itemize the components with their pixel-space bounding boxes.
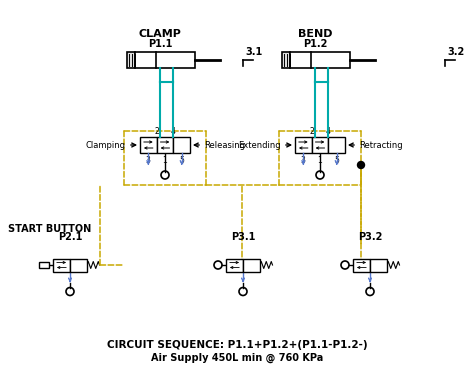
Bar: [157, 137, 173, 153]
Bar: [370, 259, 387, 271]
Text: Air Supply 450L min @ 760 KPa: Air Supply 450L min @ 760 KPa: [151, 353, 323, 363]
Text: CIRCUIT SEQUENCE: P1.1+P1.2+(P1.1-P1.2-): CIRCUIT SEQUENCE: P1.1+P1.2+(P1.1-P1.2-): [107, 340, 367, 350]
Bar: [127, 52, 135, 68]
Text: 1: 1: [318, 156, 322, 165]
Text: P1.2: P1.2: [303, 39, 327, 49]
Text: 2: 2: [155, 127, 159, 136]
Text: 1: 1: [163, 156, 167, 165]
Bar: [226, 259, 243, 271]
Text: 2: 2: [310, 127, 314, 136]
Text: 5: 5: [179, 156, 184, 165]
Text: 3.2: 3.2: [447, 47, 464, 57]
Text: Clamping: Clamping: [86, 141, 126, 150]
Text: Extending: Extending: [238, 141, 281, 150]
Bar: [39, 262, 49, 268]
Bar: [140, 137, 157, 153]
Text: 4: 4: [326, 127, 331, 136]
Text: P3.2: P3.2: [358, 233, 382, 242]
Bar: [282, 52, 290, 68]
Text: P1.1: P1.1: [148, 39, 172, 49]
Text: BEND: BEND: [298, 29, 332, 39]
Text: Releasing: Releasing: [204, 141, 245, 150]
Text: P2.1: P2.1: [58, 233, 82, 242]
Bar: [353, 259, 370, 271]
Bar: [328, 137, 345, 153]
Bar: [290, 52, 350, 68]
Bar: [295, 137, 312, 153]
Text: 3: 3: [301, 156, 306, 165]
Text: CLAMP: CLAMP: [138, 29, 182, 39]
Bar: [135, 52, 195, 68]
Text: Retracting: Retracting: [359, 141, 402, 150]
Text: START BUTTON: START BUTTON: [9, 224, 91, 233]
Text: 5: 5: [334, 156, 339, 165]
Bar: [70, 259, 87, 271]
Bar: [53, 259, 70, 271]
Text: 3.1: 3.1: [245, 47, 262, 57]
Bar: [243, 259, 260, 271]
Bar: [173, 137, 190, 153]
Text: 3: 3: [146, 156, 151, 165]
Text: 4: 4: [171, 127, 176, 136]
Text: P3.1: P3.1: [231, 233, 255, 242]
Circle shape: [357, 161, 365, 169]
Bar: [312, 137, 328, 153]
